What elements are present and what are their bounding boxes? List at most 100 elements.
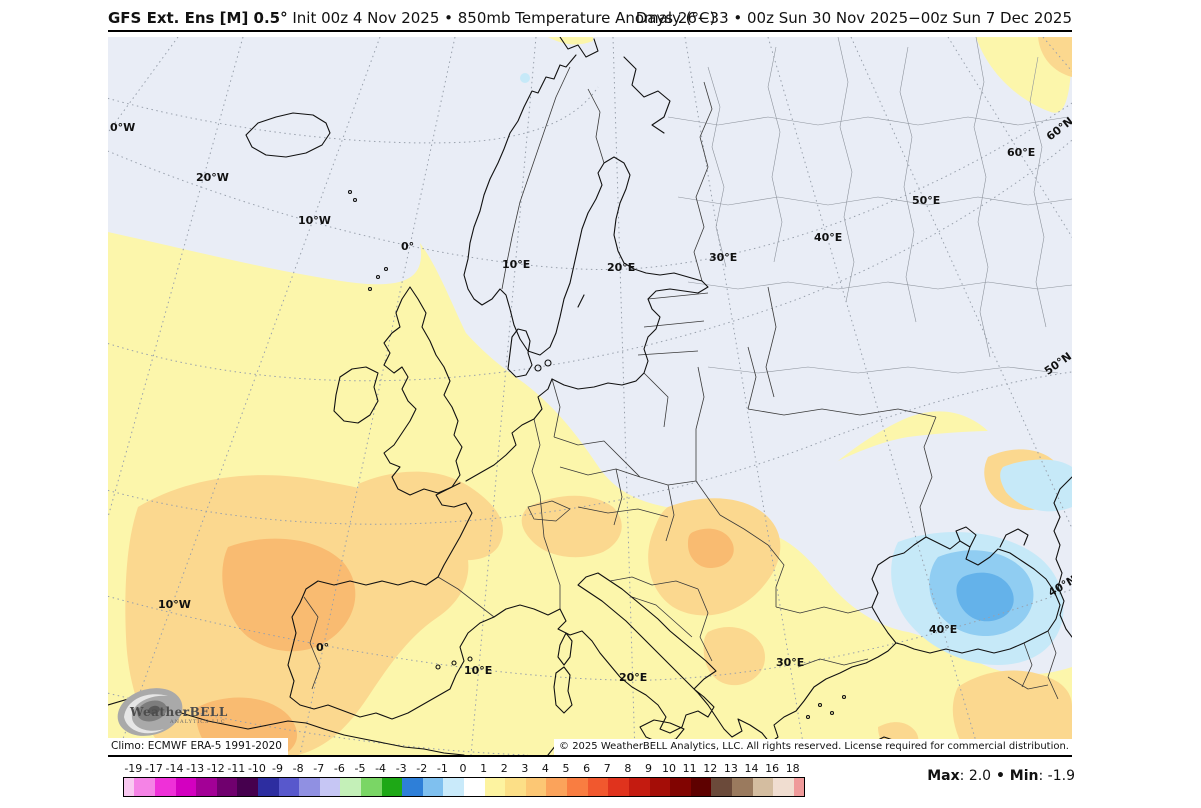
colorbar-cell	[361, 778, 382, 796]
colorbar-cell	[773, 778, 794, 796]
colorbar-tick-label: 2	[500, 762, 508, 775]
colorbar-cell	[402, 778, 423, 796]
stats-separator: •	[991, 768, 1010, 784]
graticule-label: 0°W	[110, 121, 136, 134]
max-value: 2.0	[968, 768, 992, 784]
colorbar-cell	[299, 778, 320, 796]
colorbar-tick-label: 10	[662, 762, 677, 775]
colorbar-tick-label: 12	[703, 762, 718, 775]
colorbar-tick-label: 7	[603, 762, 611, 775]
colorbar-cell	[731, 778, 753, 796]
colorbar-tick-label: -3	[395, 762, 407, 775]
colorbar-cell	[124, 778, 135, 796]
header-rule	[108, 30, 1072, 32]
colorbar-tick-label: 0	[459, 762, 467, 775]
graticule-label: 10°W	[158, 598, 191, 611]
graticule-label: 60°E	[1007, 146, 1036, 159]
colorbar-tick-label: 18	[785, 762, 800, 775]
colorbar-tick-label: 13	[723, 762, 738, 775]
colorbar-tick-label: -5	[354, 762, 366, 775]
colorbar-tick-label: 3	[521, 762, 529, 775]
colorbar-cell	[216, 778, 238, 796]
colorbar-cell	[278, 778, 300, 796]
colorbar-tick-label: -4	[375, 762, 387, 775]
colorbar-tick-labels: -19 -17 -14 -13 -12 -11 -10 -9 -8 -7 -6 -5 -4 -3 -2 -1 0…	[123, 762, 803, 776]
colorbar-tick-label: -17	[144, 762, 163, 775]
region-border-layer	[667, 37, 1072, 374]
min-colon: :	[1038, 768, 1048, 784]
graticule-label: 40°E	[814, 231, 843, 244]
colorbar-cell	[711, 778, 732, 796]
graticule-label: 10°E	[502, 258, 531, 271]
colorbar-tick-label: 6	[583, 762, 591, 775]
colorbar-tick-label: 14	[744, 762, 759, 775]
graticule-label: 50°E	[912, 194, 941, 207]
weatherbell-logo: WeatherBELL ANALYTICS LLC	[114, 685, 232, 739]
copyright-label: © 2025 WeatherBELL Analytics, LLC. All r…	[554, 739, 1072, 755]
colorbar-cell	[134, 778, 155, 796]
title-init: Init 00z 4 Nov 2025 • 850mb Temperature …	[287, 9, 716, 27]
colorbar-tick-label: 16	[765, 762, 780, 775]
graticule-label: 20°E	[607, 261, 636, 274]
min-value: -1.9	[1047, 768, 1075, 784]
colorbar-tick-label: -13	[186, 762, 205, 775]
stats-line: Max: 2.0 • Min: -1.9	[927, 768, 1075, 784]
colorbar-tick-label: -8	[292, 762, 304, 775]
colorbar-tick-label: -10	[247, 762, 266, 775]
europe-anomaly-map-svg	[108, 37, 1072, 755]
graticule-label: 10°W	[298, 214, 331, 227]
logo-swirl-icon	[117, 688, 183, 736]
colorbar-tick-label: -1	[436, 762, 448, 775]
colorbar-cell	[422, 778, 444, 796]
logo-brand-text: WeatherBELL	[130, 705, 228, 719]
colorbar-tick-label: -19	[124, 762, 143, 775]
climo-label: Climo: ECMWF ERA-5 1991-2020	[108, 738, 288, 755]
colorbar-cell	[505, 778, 526, 796]
colorbar-tick-label: -7	[313, 762, 325, 775]
colorbar-cell	[649, 778, 671, 796]
title-valid-range: Days 26−33 • 00z Sun 30 Nov 2025−00z Sun…	[635, 9, 1072, 27]
colorbar-cell	[340, 778, 361, 796]
colorbar-cell	[793, 778, 805, 796]
colorbar-tick-label: -11	[227, 762, 246, 775]
colorbar-cell	[154, 778, 176, 796]
logo-sub-text: ANALYTICS LLC	[170, 719, 226, 725]
colorbar-cell	[628, 778, 650, 796]
border-layer	[303, 66, 1059, 700]
max-label: Max	[927, 768, 960, 784]
map-canvas: 0°W 20°W 10°W 0° 10°E 20°E 30°E 40°E 50°E 60°E 60°…	[108, 37, 1072, 757]
graticule-label: 40°E	[929, 623, 958, 636]
colorbar-cell	[381, 778, 403, 796]
graticule-label: 0°	[316, 641, 330, 654]
colorbar-cell	[587, 778, 609, 796]
colorbar-cell	[484, 778, 506, 796]
colorbar-cell	[237, 778, 258, 796]
colorbar-cell	[175, 778, 197, 796]
plus2-anomaly-patches	[125, 37, 1072, 755]
max-colon: :	[959, 768, 969, 784]
graticule-label: 0°	[401, 240, 415, 253]
graticule-label: 20°W	[196, 171, 229, 184]
colorbar-tick-label: 9	[644, 762, 652, 775]
colorbar-tick-label: -9	[272, 762, 284, 775]
colorbar-cell	[525, 778, 547, 796]
colorbar-cell	[464, 778, 485, 796]
colorbar-tick-label: 1	[480, 762, 488, 775]
colorbar-tick-label: 8	[624, 762, 632, 775]
colorbar-cell	[752, 778, 774, 796]
title-model: GFS Ext. Ens [M] 0.5°	[108, 9, 288, 27]
colorbar-cell	[196, 778, 217, 796]
colorbar-tick-label: -14	[165, 762, 184, 775]
graticule-label: 30°E	[776, 656, 805, 669]
colorbar-cell	[608, 778, 629, 796]
colorbar-cell	[319, 778, 341, 796]
colorbar-cell	[690, 778, 712, 796]
colorbar-tick-label: -2	[416, 762, 428, 775]
colorbar-cell	[443, 778, 465, 796]
graticule-label: 30°E	[709, 251, 738, 264]
graticule-layer	[108, 37, 1072, 755]
colorbar-tick-label: 5	[562, 762, 570, 775]
colorbar-cell	[546, 778, 568, 796]
colorbar-tick-label: 11	[682, 762, 697, 775]
